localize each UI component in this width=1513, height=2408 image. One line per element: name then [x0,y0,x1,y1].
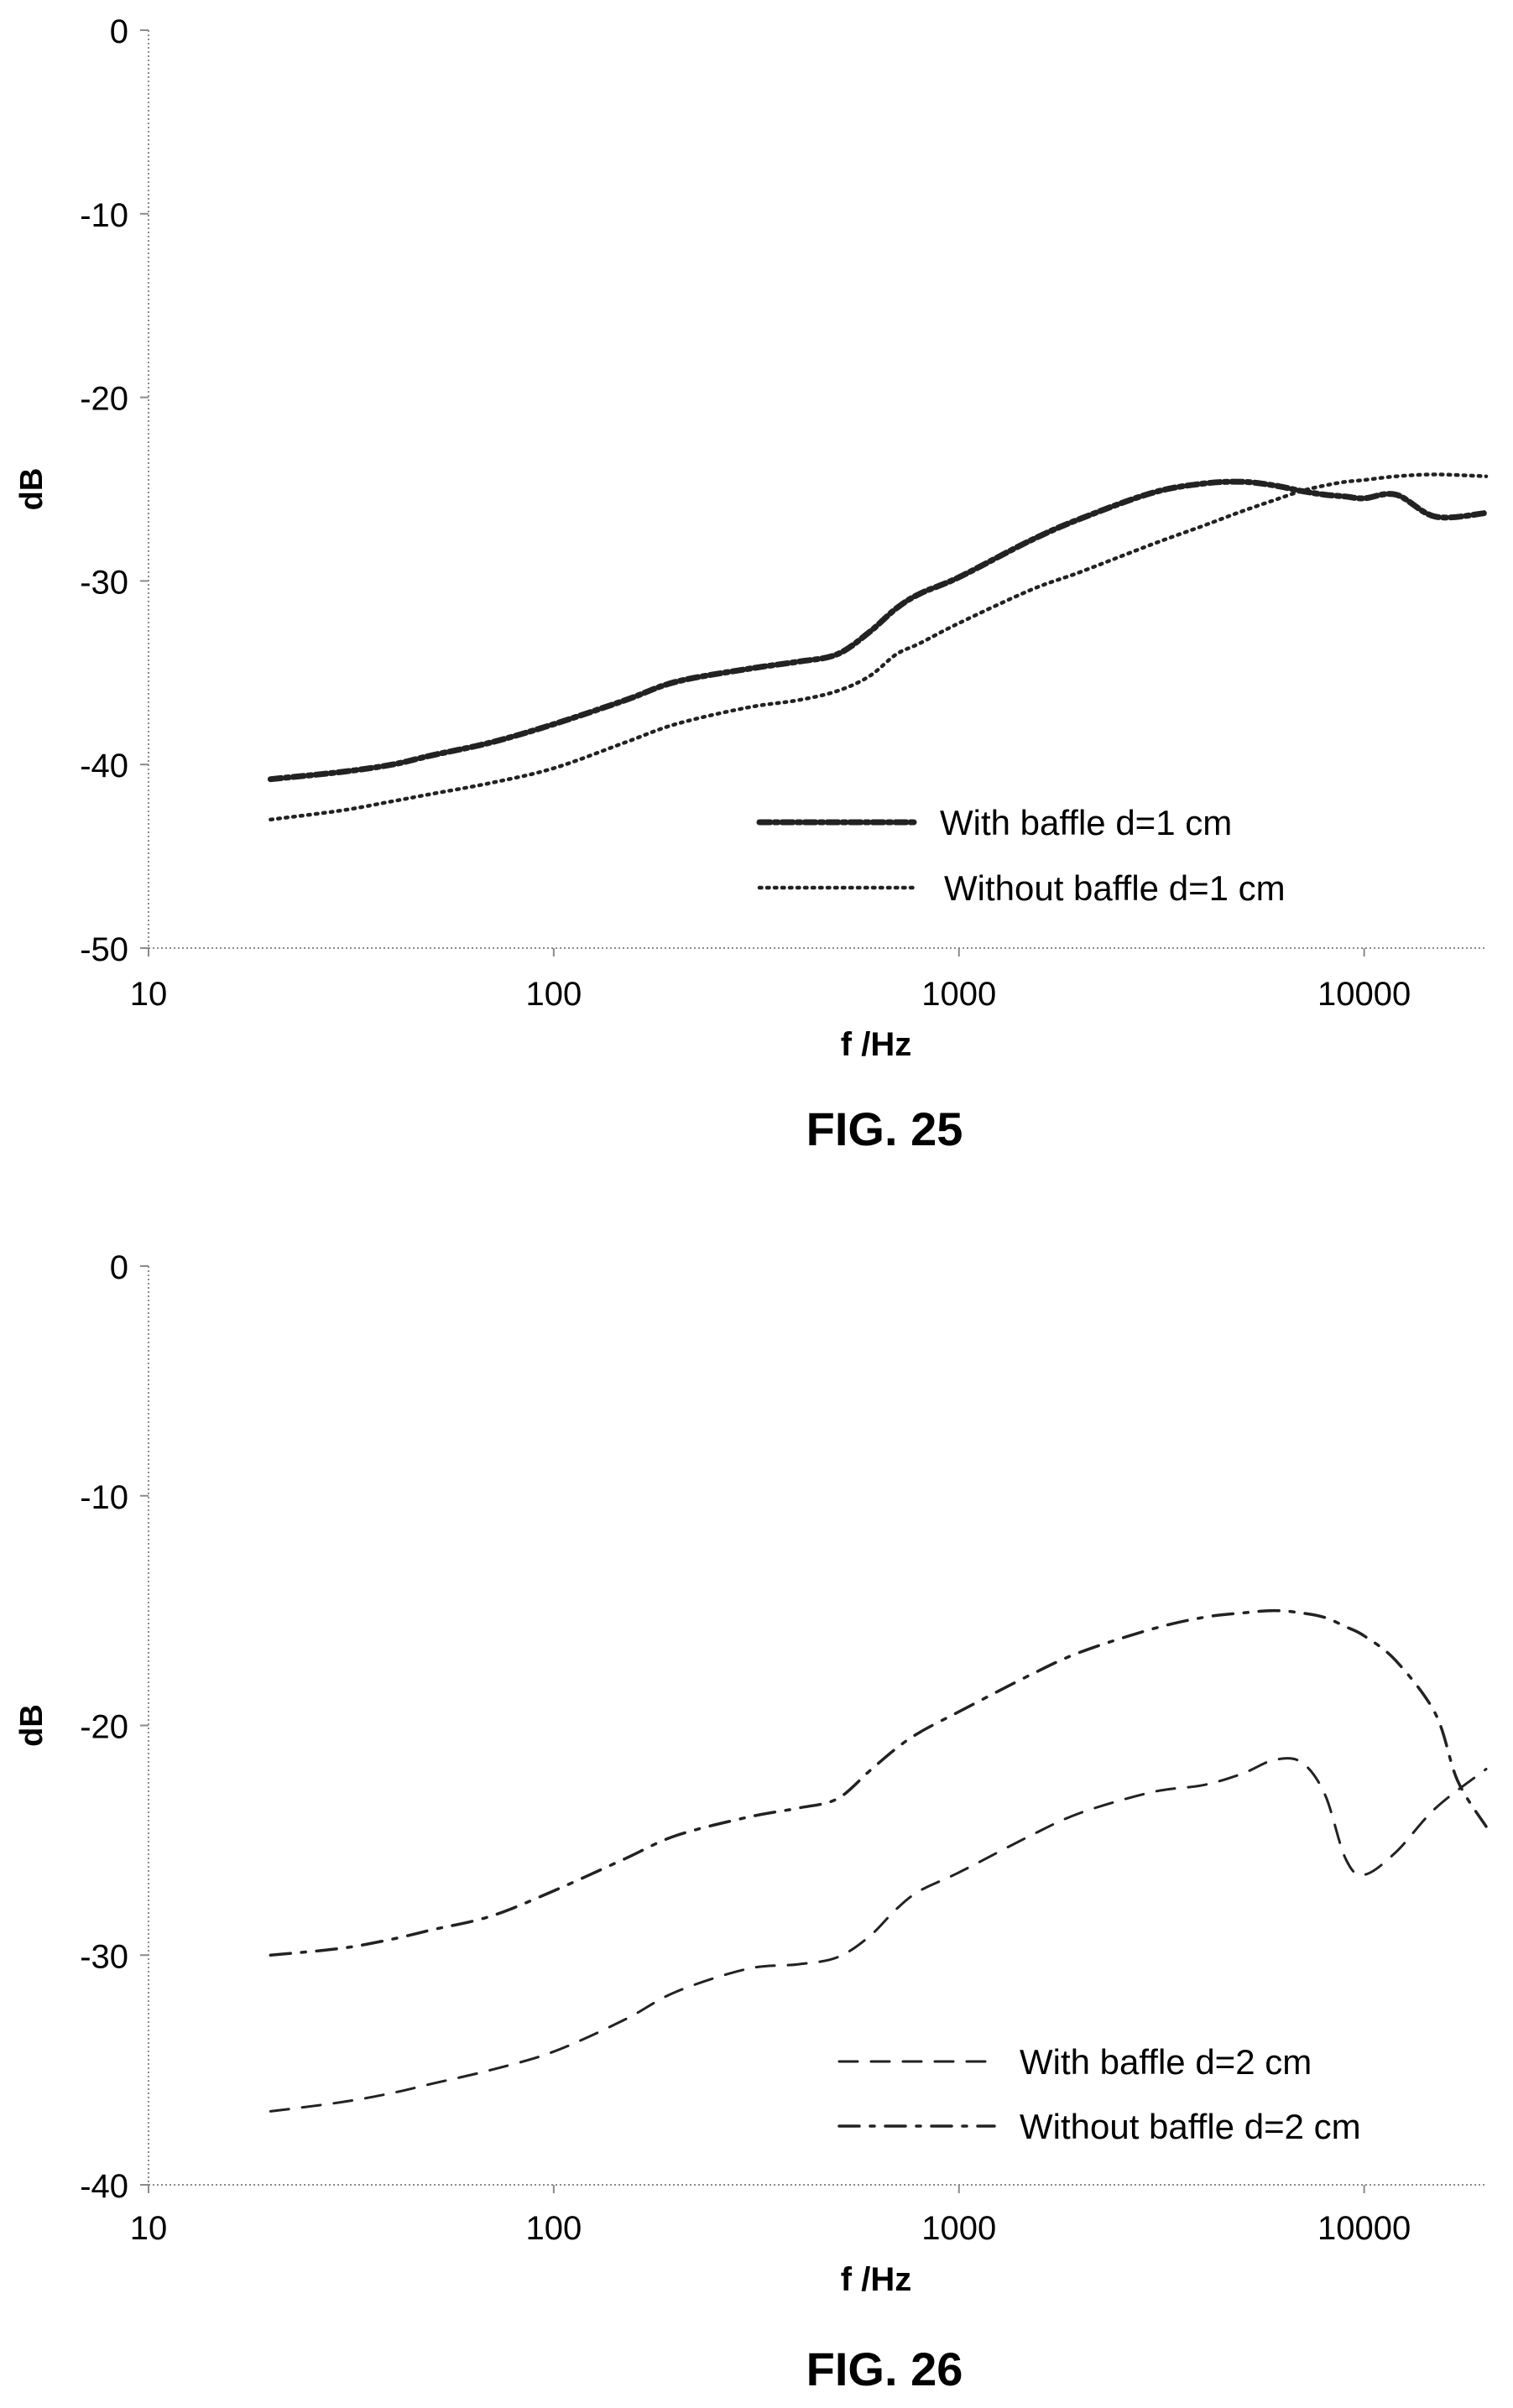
chart-fig-25-series-2-line [269,472,1489,822]
chart-fig-25-x-axis-label: f /Hz [841,1026,911,1063]
chart-fig-25-y-axis-label: dB [14,468,50,511]
chart-fig-25-y-tick-label: -20 [80,381,128,418]
chart-fig-26-series-1-line [269,1757,1488,2113]
chart-fig-25-y-tick-label: -10 [80,197,128,234]
chart-fig-25-caption: FIG. 25 [806,1102,963,1155]
chart-fig-26-legend-label-1: With baffle d=2 cm [1020,2042,1312,2082]
chart-fig-25-x-tick-label: 1000 [921,976,996,1013]
chart-fig-26-y-tick-label: -40 [80,2168,128,2205]
chart-fig-25-legend-label-1: With baffle d=1 cm [940,803,1232,842]
chart-fig-25-y-tick-label: -30 [80,564,128,601]
chart-fig-25-y-tick-label: -40 [80,748,128,784]
chart-fig-25-y-tick-label: 0 [110,13,128,50]
chart-fig-26-y-tick-label: -10 [80,1479,128,1516]
chart-fig-26-caption: FIG. 26 [806,2343,963,2395]
chart-fig-26-x-tick-label: 10 [130,2210,168,2247]
chart-fig-26-series-2-line [269,1608,1488,1957]
chart-fig-25-series-1-line [267,478,1490,783]
chart-fig-26-x-tick-label: 100 [526,2210,582,2247]
chart-fig-26-x-axis-label: f /Hz [841,2261,911,2298]
chart-fig-26-y-tick-label: -20 [80,1709,128,1746]
chart-fig-26-x-tick-label: 1000 [921,2210,996,2247]
chart-fig-25-legend-label-2: Without baffle d=1 cm [944,868,1286,908]
chart-fig-26-y-tick-label: 0 [110,1249,128,1286]
chart-fig-26-legend-label-2: Without baffle d=2 cm [1020,2107,1361,2146]
chart-fig-25-x-tick-label: 10000 [1317,976,1411,1013]
chart-fig-25-y-tick-label: -50 [80,931,128,968]
chart-fig-25-x-tick-label: 100 [526,976,582,1013]
chart-fig-25-x-tick-label: 10 [130,976,168,1013]
chart-fig-26-x-tick-label: 10000 [1317,2210,1411,2247]
chart-fig-26-y-tick-label: -30 [80,1938,128,1975]
chart-fig-26-y-axis-label: dB [14,1704,50,1747]
